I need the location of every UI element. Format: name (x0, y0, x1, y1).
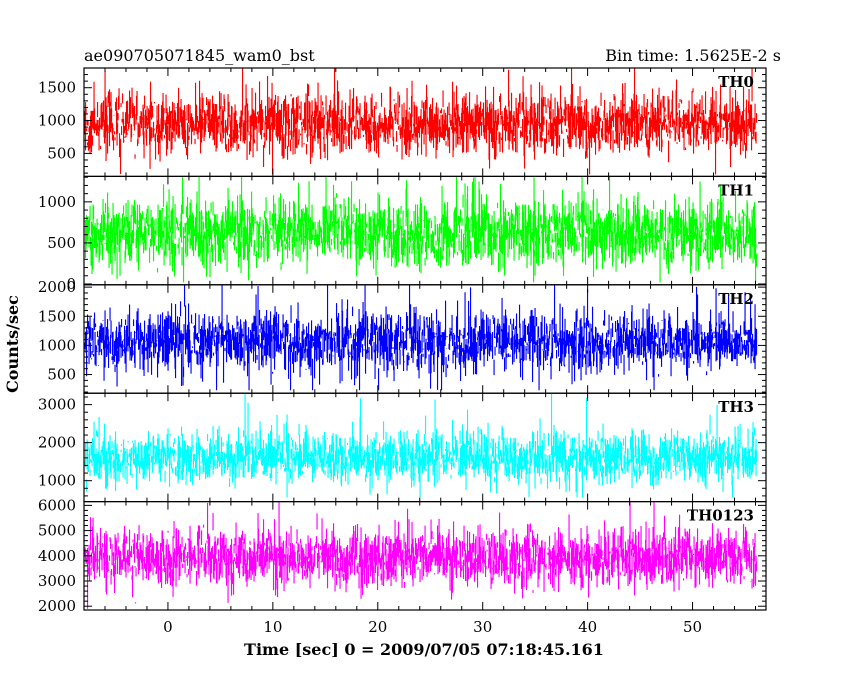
y-tick-label: 1000 (38, 472, 76, 490)
series-th1 (84, 176, 758, 283)
y-axis-label: Counts/sec (3, 295, 22, 393)
y-tick-label: 500 (47, 234, 76, 252)
y-tick-label: 6000 (38, 496, 76, 514)
y-tick-label: 0 (66, 275, 76, 293)
x-tick-label: 10 (263, 618, 282, 636)
y-tick-label: 3000 (38, 572, 76, 590)
chart-title: ae090705071845_wam0_bst (84, 46, 315, 65)
y-tick-label: 2000 (38, 278, 76, 296)
y-tick-label: 5000 (38, 522, 76, 540)
x-tick-label: 20 (368, 618, 387, 636)
series-th0 (84, 68, 758, 175)
y-tick-label: 1000 (38, 193, 76, 211)
series-th0123 (84, 501, 758, 609)
x-tick-label: 30 (473, 618, 492, 636)
y-tick-label: 3000 (38, 396, 76, 414)
x-axis-label: Time [sec] 0 = 2009/07/05 07:18:45.161 (244, 640, 604, 659)
panel-label-th2: TH2 (718, 290, 754, 308)
panel-label-th0: TH0 (718, 73, 754, 91)
y-tick-label: 500 (47, 144, 76, 162)
bin-time-label: Bin time: 1.5625E-2 s (605, 46, 781, 65)
panel-th0: TH0 500 1000 1500 (38, 67, 767, 178)
panels-group: TH0 500 1000 1500 TH1 0 500 1000 TH2 500 1000 1500 2… (38, 67, 767, 615)
panel-th1: TH1 0 500 1000 (38, 175, 767, 293)
x-tick-label: 50 (683, 618, 702, 636)
x-tick-label: 0 (163, 618, 173, 636)
y-tick-label: 1000 (38, 112, 76, 130)
y-tick-label: 1500 (38, 79, 76, 97)
y-tick-label: 2000 (38, 597, 76, 615)
x-tick-label: 40 (578, 618, 597, 636)
panel-th3: TH3 1000 2000 3000 (38, 392, 767, 503)
series-th3 (84, 393, 758, 498)
panel-label-th0123: TH0123 (687, 507, 754, 525)
panel-th2: TH2 500 1000 1500 2000 (38, 278, 767, 394)
panel-th0123: TH0123 2000 3000 4000 5000 6000 (38, 496, 767, 615)
y-tick-label: 1000 (38, 336, 76, 354)
y-tick-label: 4000 (38, 547, 76, 565)
y-tick-label: 500 (47, 366, 76, 384)
panel-label-th1: TH1 (718, 181, 754, 199)
panel-label-th3: TH3 (718, 398, 754, 416)
x-axis: 0 10 20 30 40 50 (163, 618, 702, 636)
y-tick-label: 1500 (38, 307, 76, 325)
series-th2 (84, 284, 758, 391)
y-tick-label: 2000 (38, 434, 76, 452)
